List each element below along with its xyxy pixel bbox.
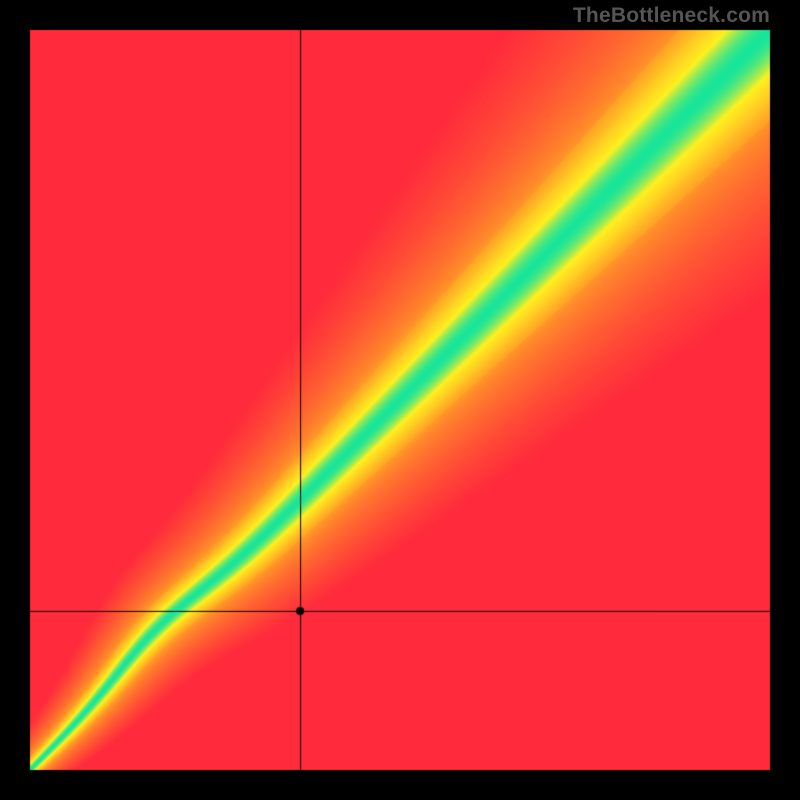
bottleneck-heatmap-container: TheBottleneck.com <box>0 0 800 800</box>
watermark-text: TheBottleneck.com <box>573 4 770 28</box>
bottleneck-heatmap-canvas <box>0 0 800 800</box>
